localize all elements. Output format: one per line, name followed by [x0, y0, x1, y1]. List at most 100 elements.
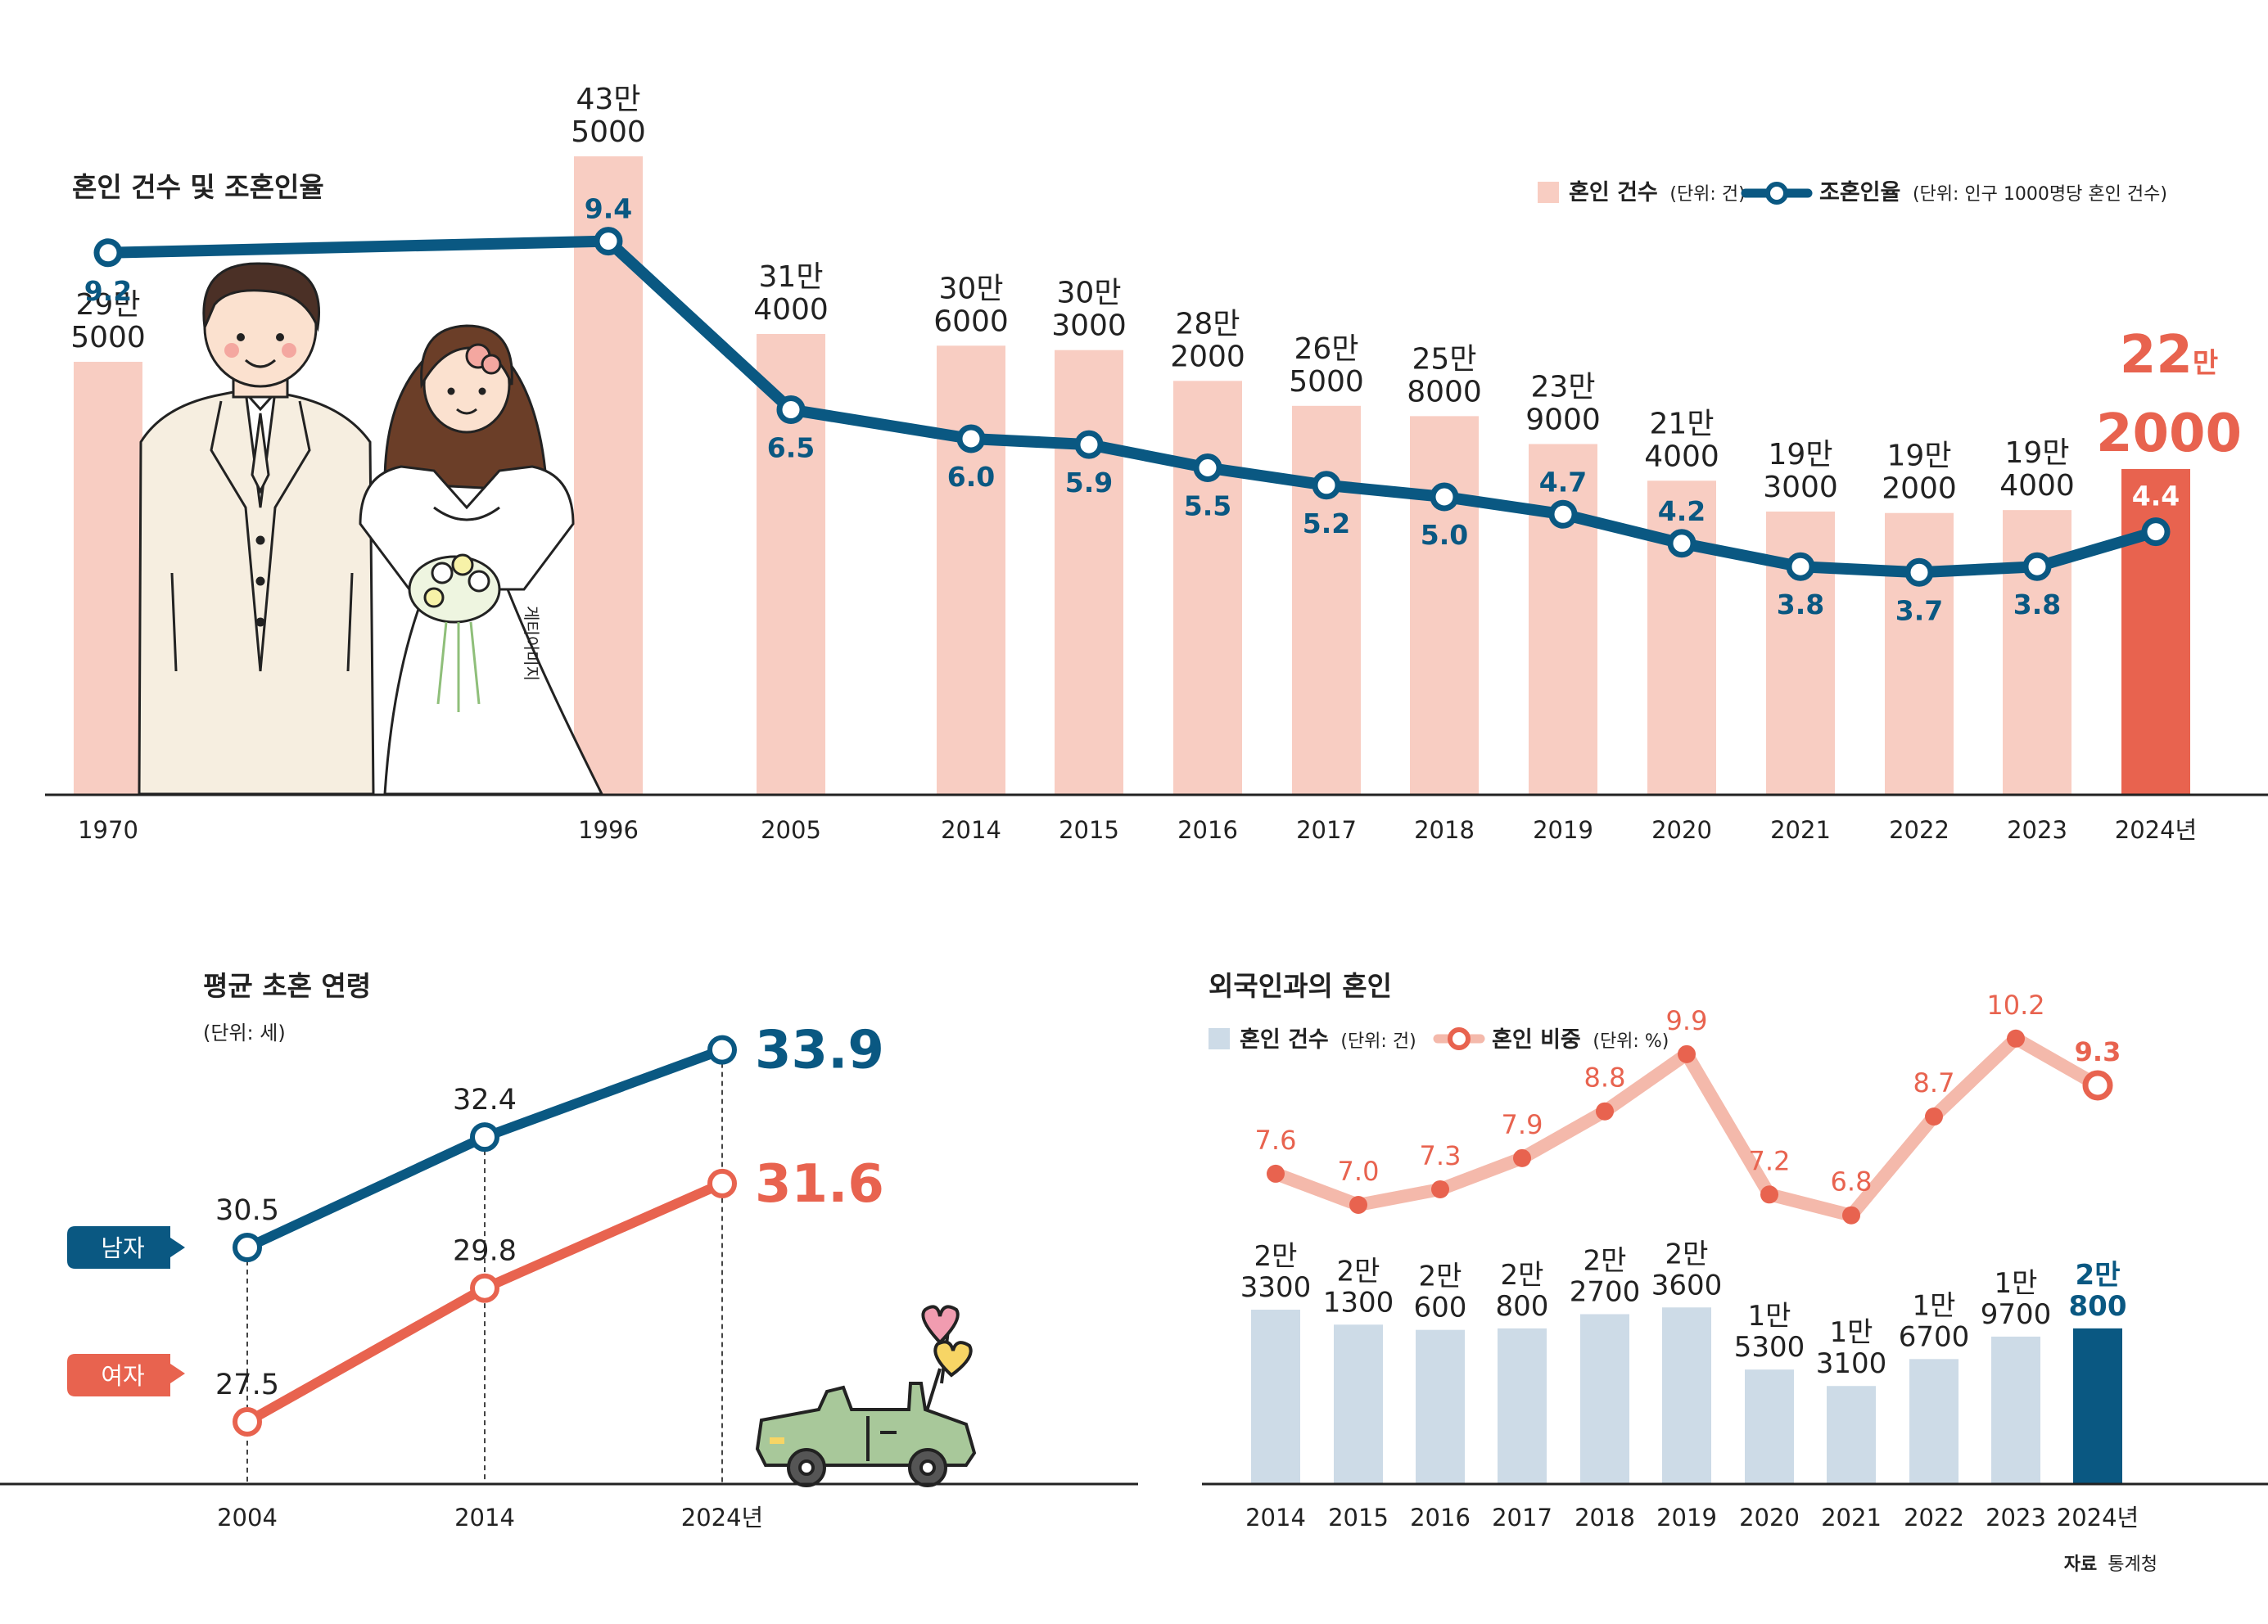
foreign-x-label: 2016: [1410, 1504, 1471, 1532]
marriage-bar-label-bottom: 9000: [1525, 403, 1601, 436]
foreign-bar: [1991, 1336, 2040, 1484]
foreign-bar: [1416, 1329, 1465, 1484]
foreign-bar: [1827, 1386, 1876, 1484]
marriage-x-label: 1996: [578, 816, 639, 844]
marriage-rate-label: 6.5: [767, 432, 815, 464]
foreign-bar: [1251, 1310, 1300, 1484]
age-point: [233, 1233, 262, 1262]
foreign-chart-title: 외국인과의 혼인: [1209, 970, 1392, 1002]
foreign-bar-label-top: 2만: [1419, 1261, 1462, 1293]
marriage-bar-label-bottom: 5000: [70, 321, 146, 354]
marriage-rate-point: [1667, 529, 1696, 558]
marriage-bar-label-top: 31만: [759, 260, 824, 294]
foreign-bar-label-bottom: 3100: [1816, 1347, 1887, 1380]
source-value: 통계청: [2108, 1554, 2157, 1575]
age-x-label: 2024년: [681, 1504, 763, 1532]
foreign-x-label: 2019: [1656, 1504, 1717, 1532]
groom-icon: [138, 262, 375, 796]
foreign-bar: [1334, 1324, 1383, 1484]
legend-line-label: 조혼인율 (단위: 인구 1000명당 혼인 건수): [1819, 180, 2167, 205]
marriage-rate-label: 9.2: [84, 275, 132, 307]
foreign-share-label: 7.6: [1255, 1125, 1297, 1156]
marriage-bar: [1647, 480, 1716, 795]
marriage-legend: 혼인 건수 (단위: 건) 조혼인율 (단위: 인구 1000명당 혼인 건수): [1538, 180, 2167, 205]
foreign-bar-label-bottom: 600: [1414, 1292, 1467, 1324]
marriage-rate-point: [2141, 517, 2171, 547]
foreign-legend-bar-swatch: [1209, 1028, 1230, 1049]
marriage-rate-label: 5.9: [1065, 467, 1113, 498]
bride-icon: [359, 324, 604, 796]
marriage-bar-label-bottom: 3000: [1763, 471, 1838, 504]
marriage-rate-label: 4.7: [1539, 466, 1587, 498]
foreign-legend-bar-label: 혼인 건수 (단위: 건): [1240, 1027, 1416, 1053]
marriage-bar-label-bottom: 2000: [1170, 340, 1245, 373]
foreign-bar-label-bottom: 2700: [1570, 1275, 1641, 1308]
marriage-rate-point: [776, 395, 806, 424]
age-label: 27.5: [215, 1369, 279, 1401]
marriage-rate-point: [1193, 453, 1222, 482]
source-note: 자료 통계청: [2064, 1554, 2157, 1575]
foreign-bar-label-bottom: 1300: [1323, 1286, 1394, 1319]
foreign-bar-label-bottom: 6700: [1899, 1320, 1970, 1353]
foreign-bar-label-top: 1만: [1913, 1289, 1956, 1322]
marriage-x-label: 2020: [1651, 816, 1712, 844]
foreign-bar-label-top: 1만: [1830, 1316, 1873, 1349]
foreign-x-label: 2017: [1492, 1504, 1552, 1532]
marriage-bar-label-top: 19만: [1887, 440, 1952, 473]
foreign-x-label: 2022: [1904, 1504, 1964, 1532]
marriage-rate-point: [1430, 482, 1459, 512]
age-label: 30.5: [215, 1194, 279, 1227]
foreign-share-point: [2007, 1029, 2025, 1048]
marriage-bar-label-bottom: 3000: [1051, 309, 1127, 343]
marriage-x-label: 1970: [78, 816, 138, 844]
marriage-bar-label-top: 29만: [76, 288, 141, 322]
foreign-bar-label-bottom: 800: [1496, 1290, 1549, 1323]
legend-bar-swatch: [1538, 182, 1559, 203]
marriage-x-label: 2023: [2007, 816, 2067, 844]
foreign-share-line: 7.6 7.0 7.3 7.9 8.8 9.9 7.2 6.8 8.7 10.2 9.3: [1255, 990, 2121, 1225]
foreign-share-point: [1925, 1107, 1943, 1126]
foreign-bar-label-top: 1만: [1995, 1267, 2038, 1300]
marriage-rate-label: 3.8: [2013, 589, 2061, 620]
foreign-bar: [1580, 1314, 1629, 1484]
marriage-rate-point: [1786, 552, 1815, 581]
foreign-x-label: 2018: [1574, 1504, 1635, 1532]
foreign-share-point: [1431, 1180, 1449, 1198]
foreign-bar: [1662, 1307, 1711, 1484]
marriage-bar-label-bottom: 4000: [1644, 440, 1719, 473]
foreign-x-labels: 2014 2015 2016 2017 2018 2019 2020 2021 2022 2023…: [1245, 1504, 2139, 1532]
marriage-bar-label-bottom: 4000: [753, 293, 829, 327]
source-label: 자료: [2064, 1554, 2097, 1575]
marriage-x-labels: 1970 1996 2005 2014 2015 2016 2017 2018 2019 2020…: [78, 816, 2197, 844]
marriage-rate-label: 3.7: [1895, 594, 1943, 626]
marriage-rate-point: [2022, 552, 2052, 581]
foreign-share-label: 10.2: [1986, 990, 2044, 1021]
marriage-rate-label: 5.0: [1421, 519, 1468, 551]
foreign-share-point: [1760, 1185, 1778, 1204]
foreign-x-label: 2024년: [2057, 1504, 2139, 1532]
age-chart-title: 평균 초혼 연령: [203, 970, 371, 1002]
foreign-legend-line-marker: [1448, 1027, 1471, 1050]
legend-bar-unit: (단위: 건): [1669, 184, 1745, 205]
marriage-bar-label-bottom: 4000: [1999, 469, 2075, 503]
marriage-bar: [1055, 350, 1123, 795]
marriage-rate-point: [956, 424, 986, 453]
marriage-bar-label-top: 30만: [939, 272, 1004, 305]
foreign-legend-line-unit: (단위: %): [1593, 1031, 1669, 1052]
marriage-bar: [1173, 381, 1242, 795]
marriage-rate-line: 9.2 9.4 6.5 6.0 5.9 5.5 5.2 5.0 4.7 4.2 3.8 3.7 3.8 4…: [84, 193, 2180, 627]
female-tag-label: 여자: [101, 1362, 144, 1390]
marriage-bar: [1292, 405, 1361, 795]
foreign-share-label: 7.9: [1502, 1109, 1543, 1140]
foreign-share-label: 8.8: [1584, 1062, 1626, 1094]
marriage-bar: [1410, 416, 1479, 795]
age-point: [707, 1168, 737, 1198]
marriage-rate-point: [594, 227, 623, 256]
photo-credit: 게티이미지: [522, 606, 541, 681]
age-guides: [246, 1062, 723, 1484]
foreign-bar: [1745, 1369, 1794, 1484]
foreign-share-point: [1596, 1102, 1614, 1121]
foreign-legend-bar-unit: (단위: 건): [1340, 1031, 1416, 1052]
marriage-rate-label: 5.2: [1303, 508, 1350, 539]
